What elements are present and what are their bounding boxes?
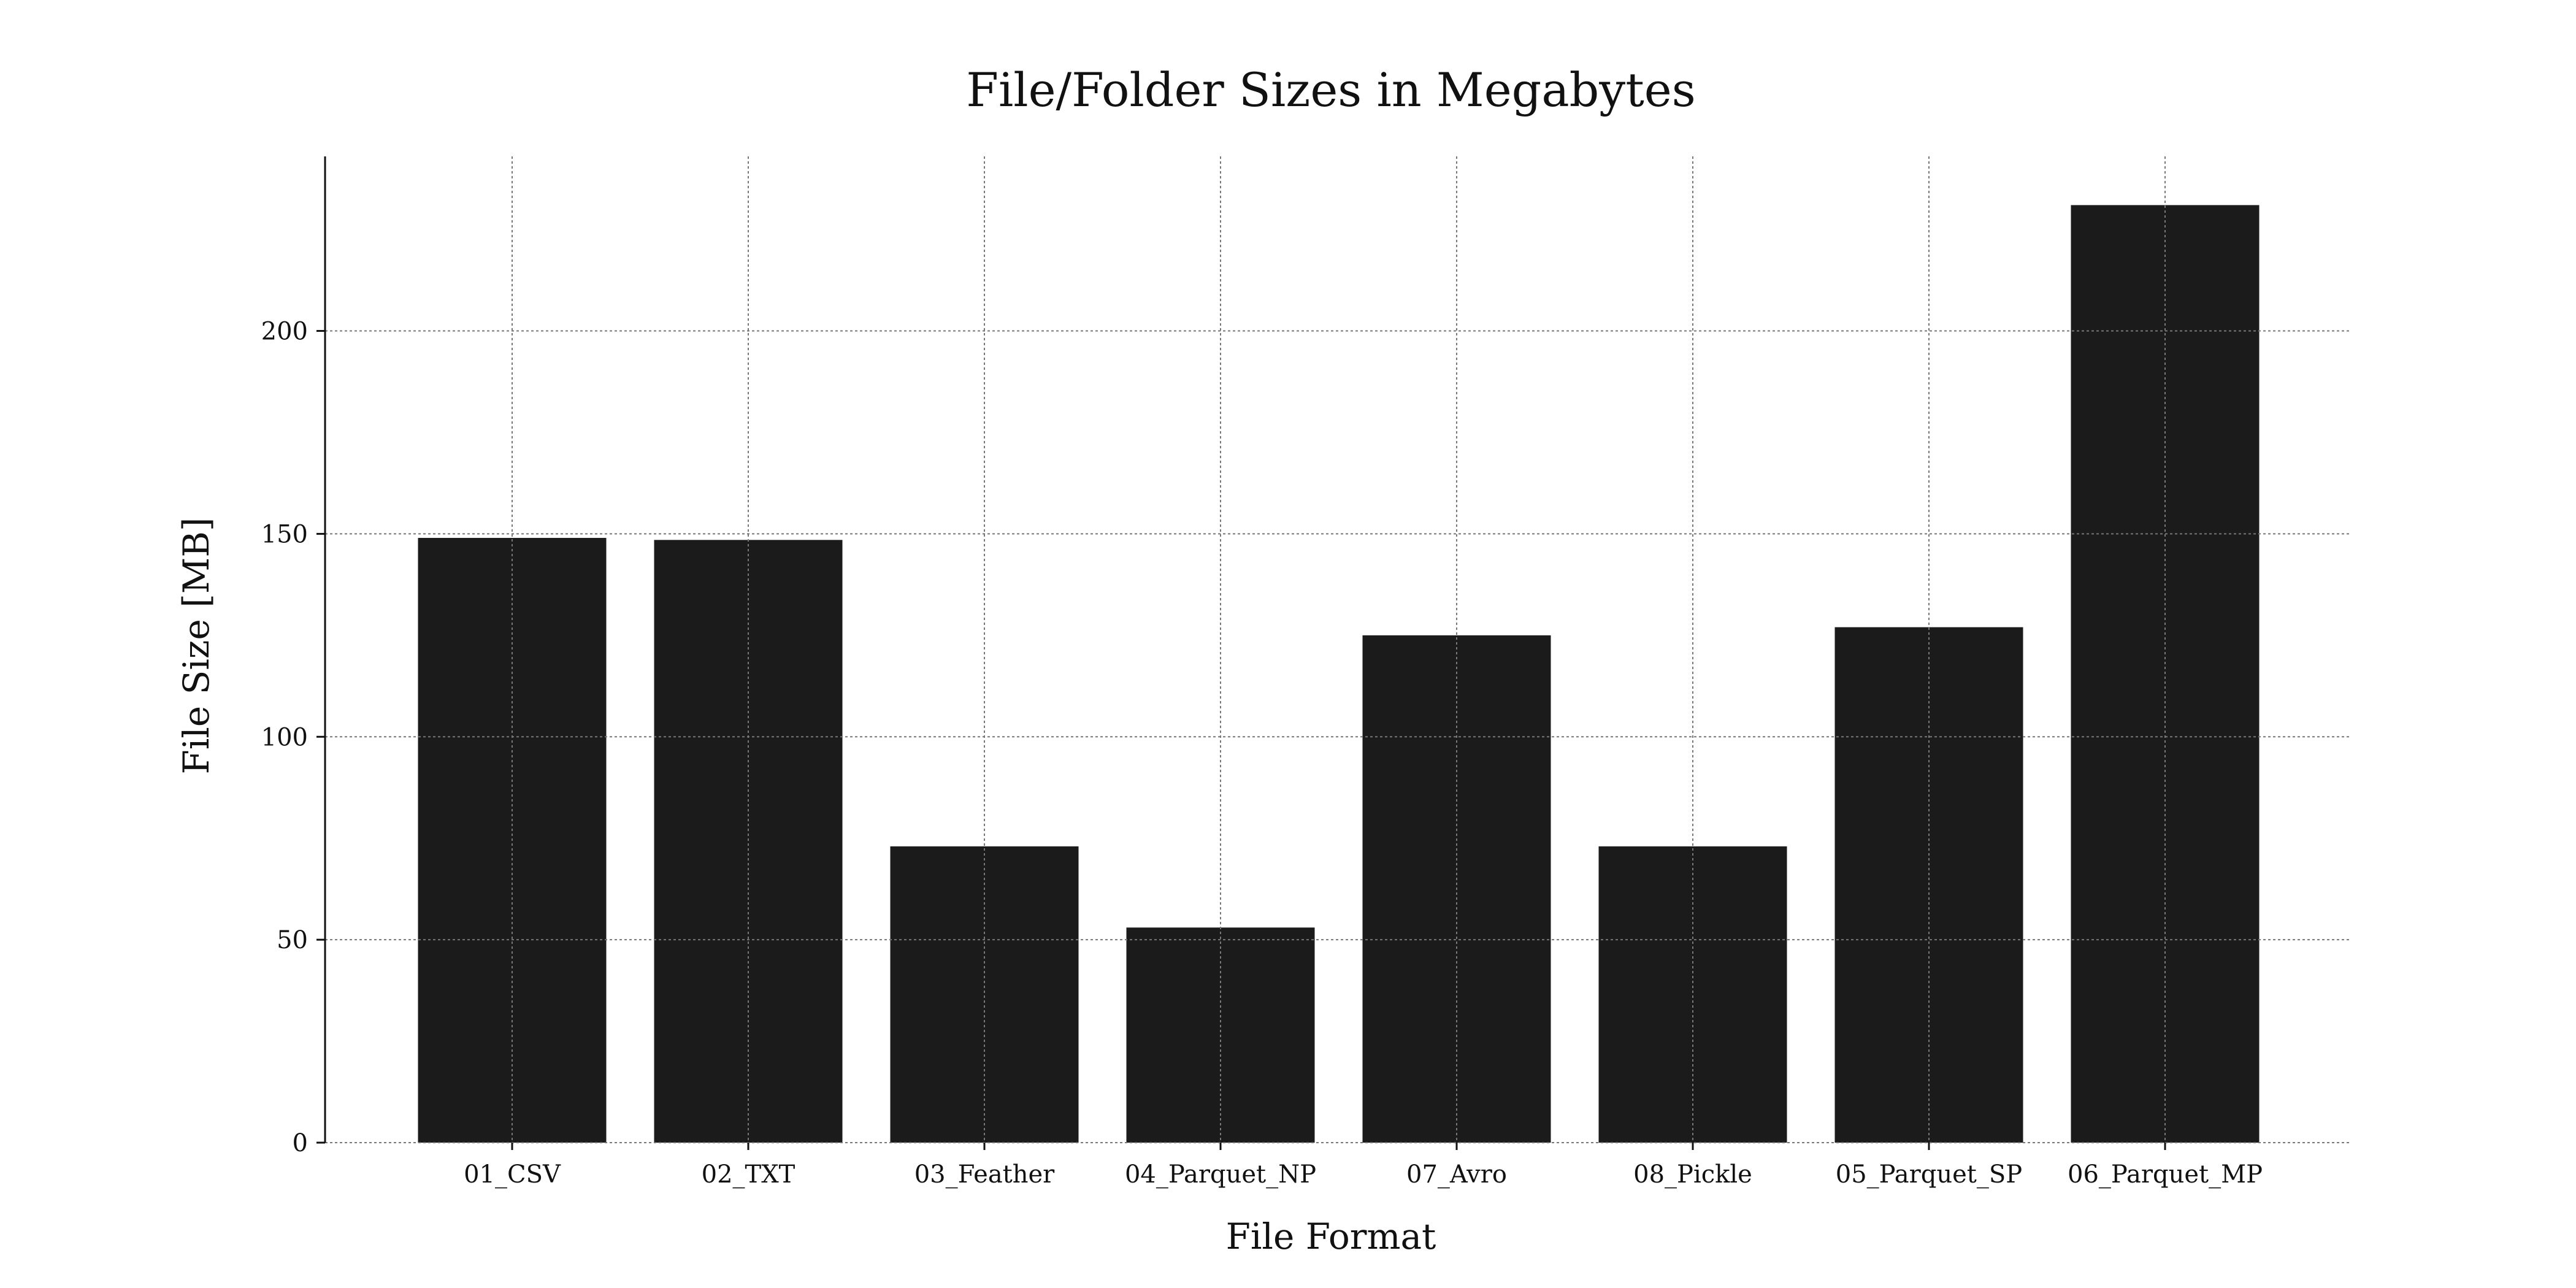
- x-tick-label-7: 05_Parquet_SP: [1836, 1160, 2022, 1189]
- x-tick-label-8: 06_Parquet_MP: [2068, 1160, 2263, 1189]
- x-tick-label-1: 01_CSV: [464, 1160, 561, 1189]
- y-tick-label-1: 0: [293, 1129, 308, 1157]
- y-tick-label-3: 100: [261, 723, 308, 751]
- bar-3: [890, 846, 1079, 1143]
- y-tick-label-2: 50: [277, 926, 308, 954]
- y-tick-label-5: 200: [261, 318, 308, 346]
- bar-6: [1598, 846, 1787, 1143]
- x-axis-label: File Format: [1225, 1216, 1436, 1257]
- x-tick-label-2: 02_TXT: [702, 1160, 795, 1189]
- x-tick-label-6: 08_Pickle: [1633, 1160, 1752, 1189]
- y-tick-label-4: 150: [261, 520, 308, 548]
- bar-2: [654, 540, 843, 1143]
- chart-title: File/Folder Sizes in Megabytes: [966, 63, 1696, 117]
- x-tick-label-3: 03_Feather: [914, 1160, 1055, 1189]
- x-tick-label-4: 04_Parquet_NP: [1125, 1160, 1316, 1189]
- x-tick-label-5: 07_Avro: [1406, 1160, 1507, 1189]
